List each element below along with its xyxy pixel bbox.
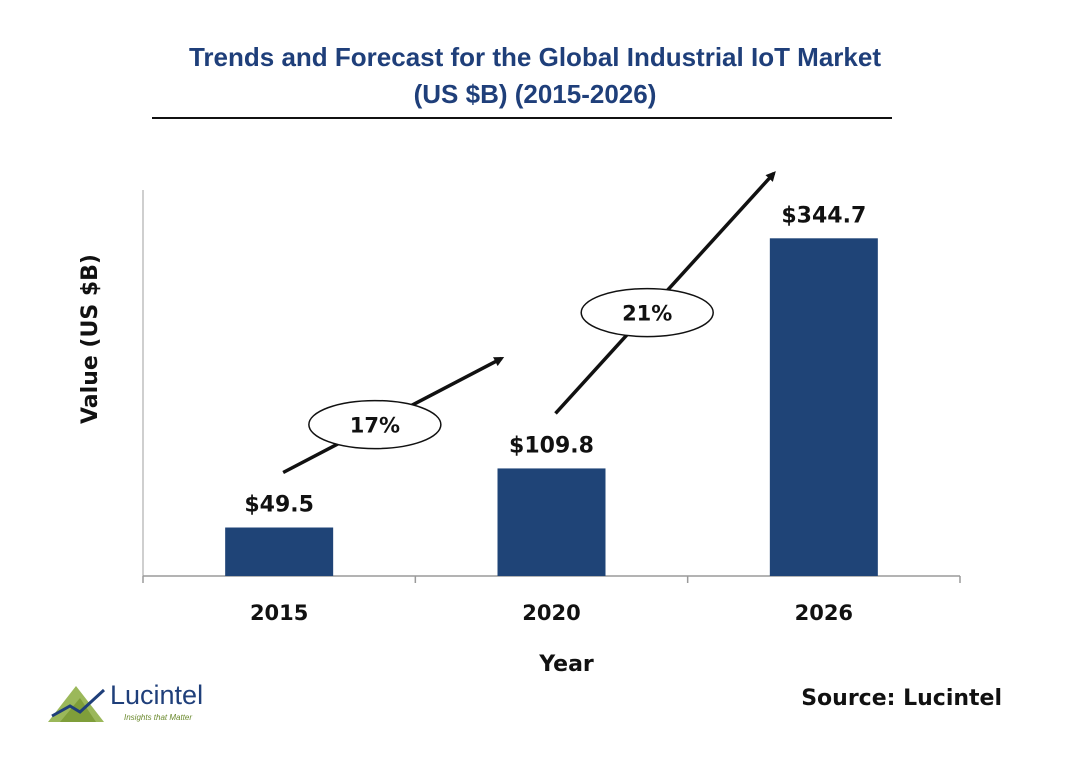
bar-2020 [497, 468, 606, 576]
growth-label-17%: 17% [350, 414, 400, 438]
source-note: Source: Lucintel [801, 686, 1002, 711]
data-label-2026: $344.7 [781, 203, 866, 228]
lucintel-logo: Lucintel Insights that Matter [46, 676, 246, 728]
logo-tagline: Insights that Matter [124, 713, 193, 722]
chart-bars [225, 238, 878, 576]
growth-ellipse-17% [308, 399, 442, 450]
x-axis-label: Year [538, 652, 594, 677]
bar-2026 [769, 238, 878, 576]
data-label-2020: $109.8 [509, 433, 594, 458]
growth-label-21%: 21% [622, 302, 672, 326]
x-tick-label-2026: 2026 [795, 601, 853, 625]
title-underline [152, 117, 892, 119]
bar-2015 [225, 527, 334, 576]
y-axis-label: Value (US $B) [78, 254, 103, 424]
growth-ellipse-21% [580, 287, 714, 338]
x-tick-label-2015: 2015 [250, 601, 308, 625]
logo-mountain-icon [48, 686, 106, 722]
chart-labels: $49.5 2015 $109.8 2020 $344.7 2026 Year Value (… [78, 203, 866, 677]
chart-title: Trends and Forecast for the Global Indus… [188, 42, 881, 72]
data-label-2015: $49.5 [244, 493, 314, 518]
x-tick-label-2020: 2020 [522, 601, 580, 625]
logo-brand: Lucintel [110, 680, 204, 710]
chart-subtitle: (US $B) (2015-2026) [413, 79, 657, 109]
chart-annotations: 17% 21% [282, 171, 776, 475]
